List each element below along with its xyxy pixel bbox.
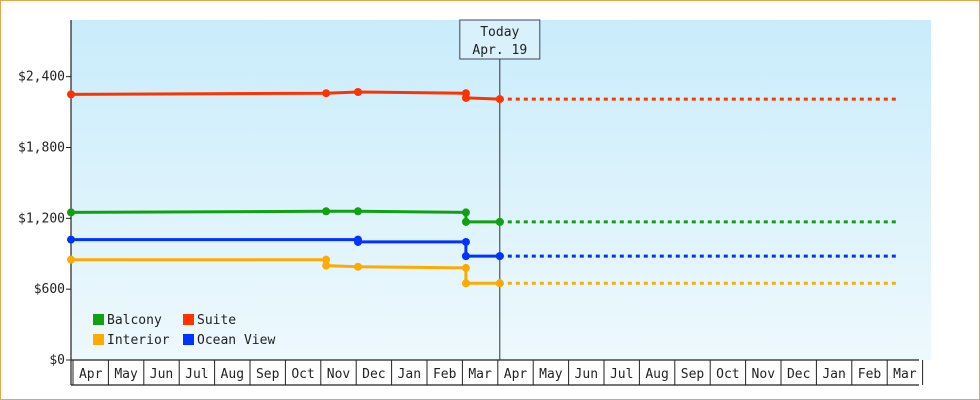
data-point	[495, 95, 504, 104]
x-tick-label: Jan	[398, 367, 421, 382]
data-point	[322, 89, 331, 98]
data-point	[353, 207, 362, 216]
legend-label: Interior	[107, 333, 170, 348]
legend-swatch	[93, 334, 104, 345]
data-point	[461, 93, 470, 102]
data-point	[322, 255, 331, 264]
x-tick-label: Sep	[256, 367, 280, 382]
y-tick-label: $1,800	[18, 141, 65, 156]
x-tick-label: Mar	[893, 367, 917, 382]
x-tick-label: May	[114, 367, 138, 382]
x-tick-label: Dec	[362, 367, 385, 382]
today-label: Today	[480, 25, 519, 40]
data-point	[461, 208, 470, 217]
y-tick-label: $2,400	[18, 70, 65, 85]
data-point	[461, 252, 470, 261]
x-tick-label: Aug	[645, 367, 668, 382]
series-line	[70, 90, 500, 101]
legend-label: Ocean View	[197, 333, 275, 348]
x-tick-label: Jan	[822, 367, 845, 382]
data-point	[353, 262, 362, 271]
x-tick-label: Oct	[291, 367, 314, 382]
legend-label: Suite	[197, 313, 236, 328]
data-point	[495, 279, 504, 288]
x-tick-label: Feb	[858, 367, 882, 382]
x-tick-label: Apr	[504, 367, 528, 382]
plot-background	[71, 20, 931, 360]
data-point	[353, 237, 362, 246]
y-tick-label: $1,200	[18, 211, 65, 226]
x-tick-label: Mar	[468, 367, 492, 382]
data-point	[67, 90, 75, 99]
x-tick-label: Jun	[150, 367, 173, 382]
today-date: Apr. 19	[472, 43, 527, 58]
legend-swatch	[183, 314, 194, 325]
series-line	[71, 238, 500, 258]
x-tick-label: Sep	[681, 367, 705, 382]
today-label-box	[459, 19, 541, 60]
x-tick-label: Aug	[221, 367, 244, 382]
x-tick-label: Oct	[716, 367, 739, 382]
x-tick-label: Nov	[752, 367, 776, 382]
y-tick-label: $600	[34, 282, 65, 297]
data-point	[461, 279, 470, 288]
legend-label: Balcony	[107, 313, 162, 328]
x-tick-label: Nov	[327, 367, 351, 382]
x-tick-label: Jun	[575, 367, 598, 382]
data-point	[322, 261, 331, 270]
legend-swatch	[93, 314, 104, 325]
data-point	[495, 217, 504, 226]
data-point	[67, 235, 75, 244]
x-tick-label: May	[539, 367, 563, 382]
data-point	[461, 217, 470, 226]
x-tick-label: Jul	[185, 367, 208, 382]
x-tick-label: Apr	[79, 367, 103, 382]
data-point	[461, 237, 470, 246]
data-point	[495, 252, 504, 261]
x-tick-label: Dec	[787, 367, 810, 382]
data-point	[322, 207, 331, 216]
data-point	[353, 88, 362, 97]
data-point	[461, 263, 470, 272]
x-tick-label: Jul	[610, 367, 633, 382]
series-line	[70, 209, 500, 224]
x-tick-label: Feb	[433, 367, 457, 382]
data-point	[67, 255, 75, 264]
legend-swatch	[183, 334, 194, 345]
y-tick-label: $0	[49, 353, 65, 368]
data-point	[67, 208, 75, 217]
